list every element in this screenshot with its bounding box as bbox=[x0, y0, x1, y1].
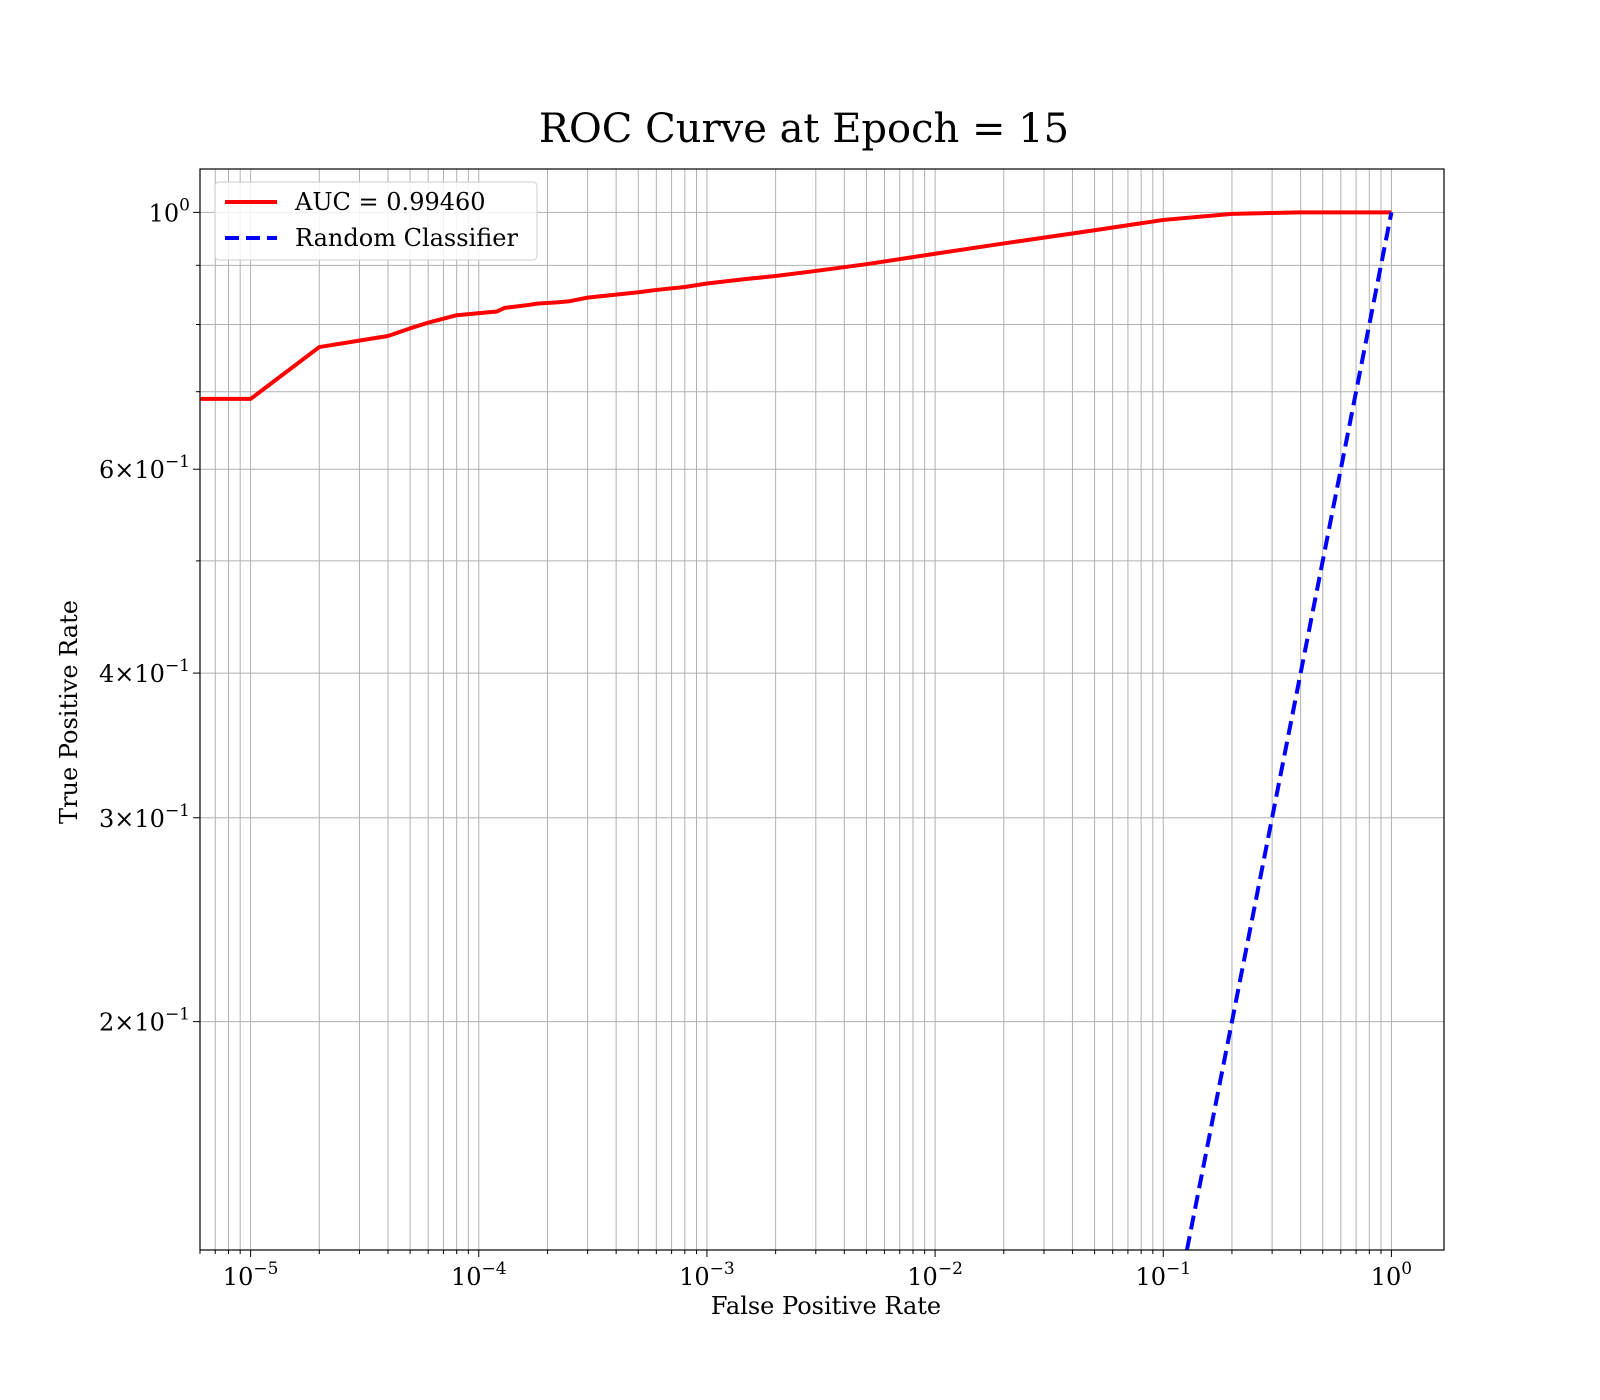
x-tick-label: 10−2 bbox=[907, 1259, 963, 1291]
legend-label-0: AUC = 0.99460 bbox=[294, 188, 486, 216]
y-axis-ticks: 100 6×10−1 4×10−1 3×10−1 2×10−1 bbox=[99, 195, 200, 1037]
y-tick-label: 6×10−1 bbox=[99, 452, 190, 484]
grid bbox=[199, 169, 1444, 1250]
x-tick-label: 10−3 bbox=[679, 1259, 735, 1291]
y-tick-label: 100 bbox=[149, 195, 190, 227]
x-tick-label: 10−4 bbox=[451, 1259, 507, 1291]
chart-title: ROC Curve at Epoch = 15 bbox=[539, 106, 1069, 152]
y-tick-label: 2×10−1 bbox=[99, 1005, 190, 1037]
x-tick-label: 10−5 bbox=[223, 1259, 279, 1291]
series-line-1 bbox=[1184, 211, 1394, 1251]
x-tick-label: 10−1 bbox=[1135, 1259, 1191, 1291]
y-tick-label: 3×10−1 bbox=[99, 801, 190, 833]
plot-series bbox=[200, 210, 1394, 1251]
x-axis-label: False Positive Rate bbox=[711, 1292, 941, 1320]
legend: AUC = 0.99460 Random Classifier bbox=[214, 181, 538, 261]
legend-box bbox=[214, 181, 538, 261]
y-tick-label: 4×10−1 bbox=[99, 656, 190, 688]
plot-area-frame bbox=[199, 168, 1445, 1251]
legend-label-1: Random Classifier bbox=[295, 224, 518, 252]
x-axis-ticks: 10−5 10−4 10−3 10−2 10−1 100 bbox=[199, 1250, 1412, 1291]
y-axis-label: True Positive Rate bbox=[55, 600, 83, 824]
x-tick-label: 100 bbox=[1371, 1259, 1412, 1291]
series-line-0 bbox=[200, 210, 1392, 401]
